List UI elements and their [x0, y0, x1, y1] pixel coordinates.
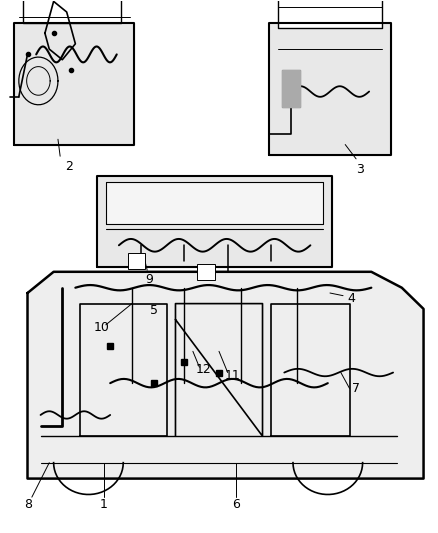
Text: 8: 8	[25, 497, 32, 511]
Text: 9: 9	[145, 273, 153, 286]
Text: 3: 3	[357, 163, 364, 176]
Text: 11: 11	[224, 369, 240, 382]
Polygon shape	[14, 22, 134, 144]
Polygon shape	[97, 176, 332, 266]
Polygon shape	[23, 0, 121, 22]
Bar	[197, 264, 215, 280]
Text: 5: 5	[150, 304, 158, 317]
Polygon shape	[278, 0, 382, 28]
Text: 12: 12	[196, 364, 212, 376]
Text: 10: 10	[94, 321, 110, 334]
Text: 2: 2	[65, 160, 73, 173]
Polygon shape	[282, 70, 300, 108]
Polygon shape	[269, 22, 391, 155]
Polygon shape	[28, 272, 424, 479]
Text: 7: 7	[352, 382, 360, 395]
Text: 6: 6	[233, 497, 240, 511]
Text: 4: 4	[347, 292, 355, 305]
Polygon shape	[106, 182, 323, 224]
Bar	[127, 253, 145, 269]
Text: 1: 1	[100, 497, 108, 511]
